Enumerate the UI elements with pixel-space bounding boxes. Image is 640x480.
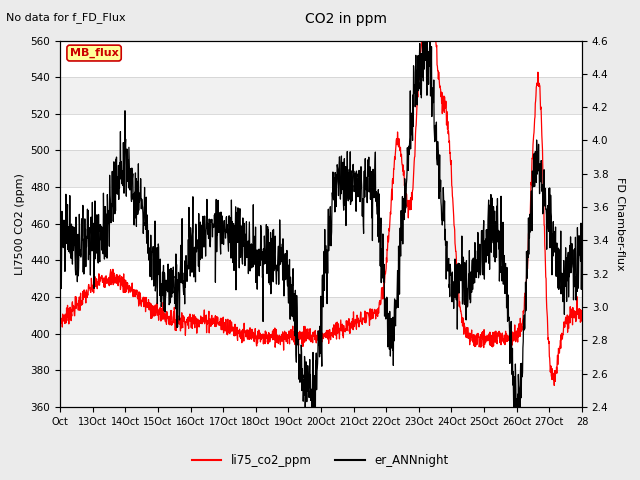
Text: No data for f_FD_Flux: No data for f_FD_Flux [6, 12, 126, 23]
Y-axis label: FD Chamber-flux: FD Chamber-flux [615, 177, 625, 271]
Text: CO2 in ppm: CO2 in ppm [305, 12, 387, 26]
Y-axis label: LI7500 CO2 (ppm): LI7500 CO2 (ppm) [15, 173, 25, 275]
Bar [60, 370, 582, 407]
Legend: li75_co2_ppm, er_ANNnight: li75_co2_ppm, er_ANNnight [187, 449, 453, 472]
Bar [60, 224, 582, 260]
Bar [60, 77, 582, 114]
Text: MB_flux: MB_flux [70, 48, 118, 58]
Bar [60, 151, 582, 187]
Bar [60, 297, 582, 334]
